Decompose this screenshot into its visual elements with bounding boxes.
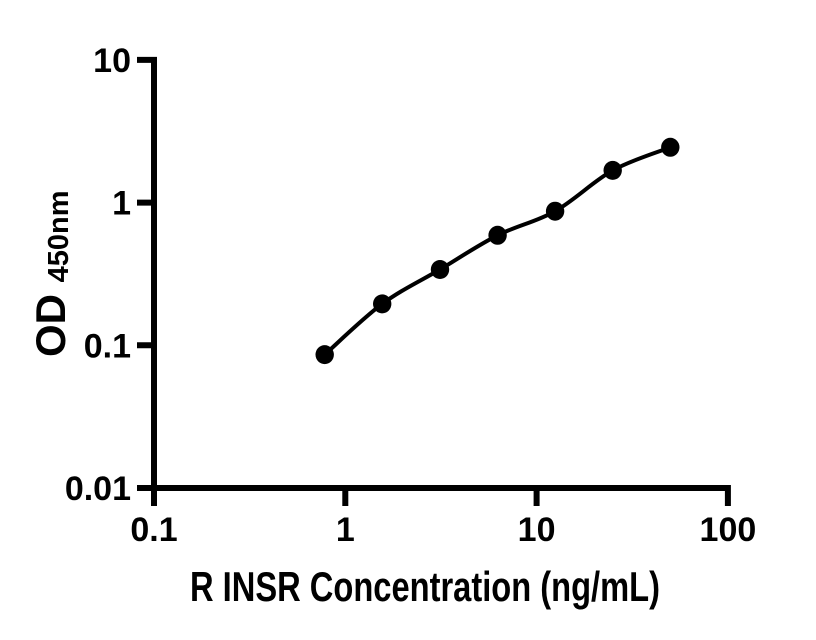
axis-frame: [137, 56, 731, 506]
data-point-marker: [545, 201, 565, 221]
y-tick-label: 0.01: [65, 470, 131, 508]
data-point-marker: [373, 294, 392, 314]
y-tick-label: 0.1: [84, 327, 131, 365]
x-tick-label: 0.1: [130, 511, 177, 549]
y-axis-title-main: OD: [27, 294, 74, 357]
y-tick-label: 10: [93, 42, 131, 80]
data-points: [315, 137, 680, 365]
y-axis-title-subscript: 450nm: [43, 190, 75, 282]
x-tick-label: 1: [336, 511, 355, 549]
data-point-marker: [430, 260, 450, 279]
standard-curve-line: [323, 145, 672, 357]
x-tick-label: 10: [518, 511, 556, 549]
axes: [137, 56, 731, 506]
data-point-marker: [315, 345, 334, 365]
data-point-marker: [603, 160, 622, 180]
x-axis-title: R INSR Concentration (ng/mL): [190, 563, 660, 610]
x-tick-label: 100: [700, 511, 757, 549]
y-axis-title: OD 450nm: [27, 190, 75, 357]
data-point-marker: [661, 137, 680, 157]
data-point-marker: [488, 225, 507, 245]
y-tick-label: 1: [112, 185, 131, 223]
fit-curve: [323, 145, 672, 357]
